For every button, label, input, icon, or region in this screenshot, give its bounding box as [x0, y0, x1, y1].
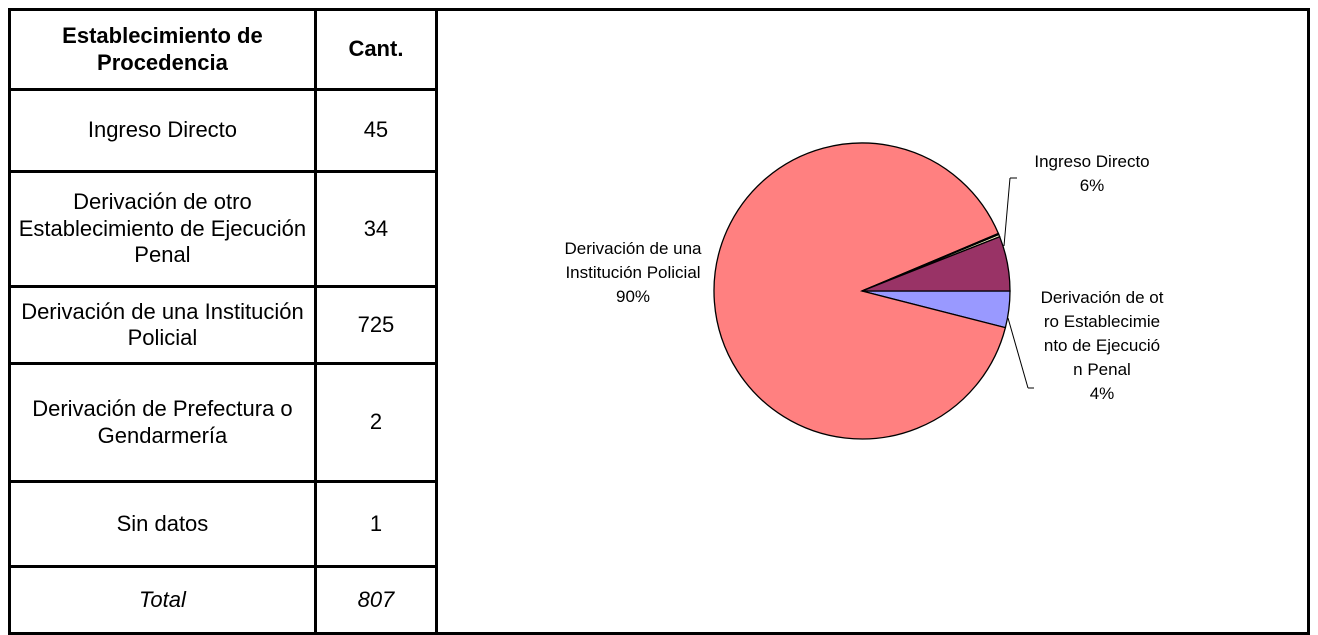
- cell: 34: [313, 170, 439, 288]
- leader-line: [1007, 317, 1029, 389]
- cell: 45: [313, 88, 439, 173]
- chart-frame: [438, 8, 1310, 635]
- leader-line: [1003, 177, 1011, 247]
- cell: 725: [313, 285, 439, 365]
- cell: 1: [313, 480, 439, 568]
- value-label: 90%: [615, 287, 651, 306]
- pie-slice: [713, 142, 1007, 440]
- slice-label: Derivación de una Institución Policial 90…: [553, 237, 713, 309]
- value-label: 4%: [1089, 384, 1115, 403]
- data-table: Establecimiento de Procedencia Cant. Ingr…: [8, 8, 439, 635]
- slice-label: Derivación de otro Establecimiento de Ej…: [1040, 286, 1164, 406]
- total-cell: Total: [8, 565, 317, 635]
- cell: 2: [313, 362, 439, 483]
- cell: Derivación de Prefectura o Gendarmería: [8, 362, 317, 483]
- category-label: Ingreso Directo: [1034, 152, 1150, 171]
- value-label: 6%: [1079, 176, 1105, 195]
- cell: Sin datos: [8, 480, 317, 568]
- header-cell: Cant.: [313, 8, 439, 91]
- category-label: Derivación de otro Establecimiento de Ej…: [1040, 288, 1164, 379]
- cell: Ingreso Directo: [8, 88, 317, 173]
- category-label: Derivación de una Institución Policial: [564, 239, 702, 282]
- cell: Derivación de una Institución Policial: [8, 285, 317, 365]
- header-cell: Establecimiento de Procedencia: [8, 8, 317, 91]
- pie-slice: [861, 235, 1011, 292]
- slice-label: Ingreso Directo 6%: [1012, 150, 1172, 198]
- cell: Derivación de otro Establecimiento de Ej…: [8, 170, 317, 288]
